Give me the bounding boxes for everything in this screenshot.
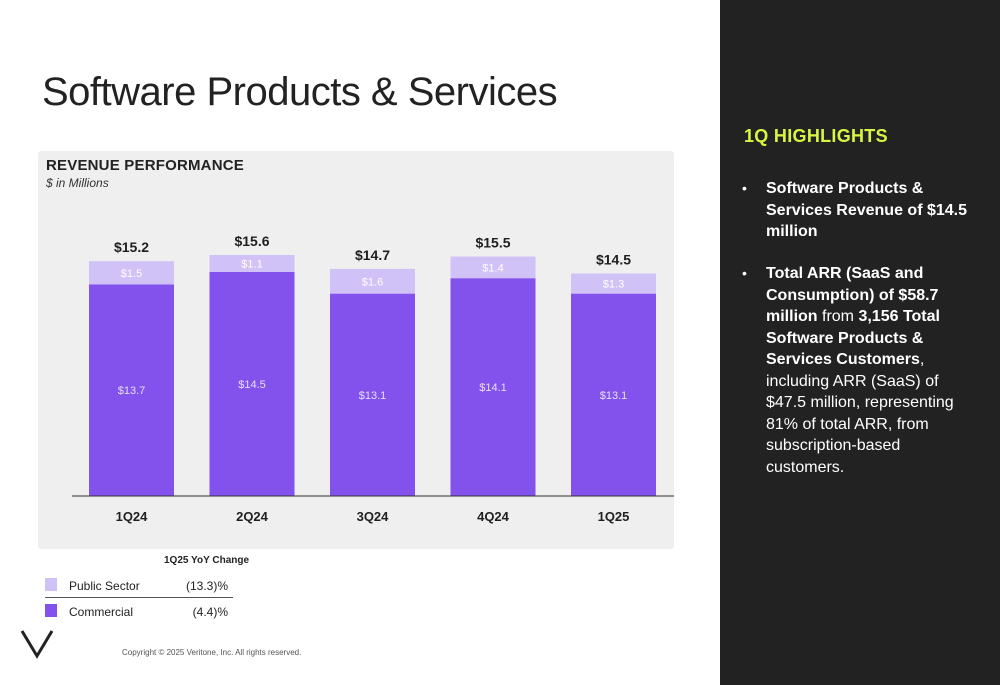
legend-item-commercial: Commercial (4.4)% [45, 601, 233, 623]
x-tick-label: 1Q25 [598, 509, 630, 524]
highlights-panel [720, 0, 1000, 685]
legend-swatch-public-sector [45, 578, 57, 591]
highlight-bold-text: 3,156 Total Software Products & Services… [766, 308, 940, 368]
bar-public-sector-1Q25 [571, 273, 656, 294]
bar-public-sector-3Q24 [330, 268, 415, 294]
legend-label: Public Sector [69, 579, 140, 593]
x-tick-label: 2Q24 [236, 509, 269, 524]
legend-value: (4.4)% [192, 605, 228, 619]
total-label: $14.5 [596, 252, 631, 268]
legend-swatch-commercial [45, 604, 57, 617]
copyright-text: Copyright © 2025 Veritone, Inc. All righ… [122, 648, 302, 657]
bar-commercial-3Q24 [330, 293, 415, 496]
highlight-bullet: • Total ARR (SaaS and Consumption) of $5… [742, 263, 978, 478]
data-label-commercial: $13.7 [118, 385, 146, 397]
chart-heading: REVENUE PERFORMANCE [46, 157, 244, 174]
highlight-bold-text: Total ARR (SaaS and Consumption) of $58.… [766, 265, 939, 325]
data-label-public-sector: $1.3 [603, 279, 624, 291]
highlights-title: 1Q HIGHLIGHTS [744, 126, 888, 146]
chart-subheading: $ in Millions [46, 176, 109, 190]
data-label-public-sector: $1.1 [241, 258, 262, 270]
total-label: $15.5 [475, 235, 510, 251]
data-label-public-sector: $1.5 [121, 268, 142, 280]
x-tick-label: 3Q24 [357, 509, 390, 524]
veritone-logo-icon [20, 630, 54, 659]
legend-value: (13.3)% [185, 579, 228, 593]
bar-commercial-1Q24 [89, 284, 174, 496]
x-tick-label: 1Q24 [116, 509, 149, 524]
highlight-text: from [817, 308, 859, 325]
bar-public-sector-2Q24 [209, 255, 295, 272]
data-label-commercial: $13.1 [600, 390, 628, 402]
bar-public-sector-4Q24 [450, 256, 536, 279]
bar-commercial-2Q24 [209, 271, 295, 496]
page-title: Software Products & Services [42, 70, 558, 114]
bar-commercial-4Q24 [450, 278, 536, 496]
highlight-bullet: • Software Products & Services Revenue o… [742, 178, 978, 243]
bar-public-sector-1Q24 [89, 261, 174, 285]
x-tick-label: 4Q24 [477, 509, 510, 524]
highlight-bold-text: Software Products & Services Revenue of … [766, 180, 968, 240]
data-label-commercial: $14.1 [479, 382, 507, 394]
data-label-commercial: $14.5 [238, 379, 266, 391]
legend-title: 1Q25 YoY Change [164, 555, 250, 566]
legend-item-public-sector: Public Sector (13.3)% [45, 575, 233, 598]
total-label: $15.2 [114, 239, 149, 255]
data-label-public-sector: $1.6 [362, 276, 383, 288]
total-label: $14.7 [355, 247, 390, 263]
bar-commercial-1Q25 [571, 293, 656, 496]
data-label-public-sector: $1.4 [482, 262, 503, 274]
bullet-dot-icon: • [742, 265, 747, 281]
total-label: $15.6 [234, 233, 269, 249]
legend-label: Commercial [69, 605, 134, 619]
highlight-text: , including ARR (SaaS) of $47.5 million,… [766, 351, 954, 476]
bullet-dot-icon: • [742, 180, 747, 196]
data-label-commercial: $13.1 [359, 390, 387, 402]
revenue-chart: $13.7 $1.5 $15.2 1Q24 $14.5 $1.1 $15.6 2Q24 $13.… [72, 233, 674, 524]
